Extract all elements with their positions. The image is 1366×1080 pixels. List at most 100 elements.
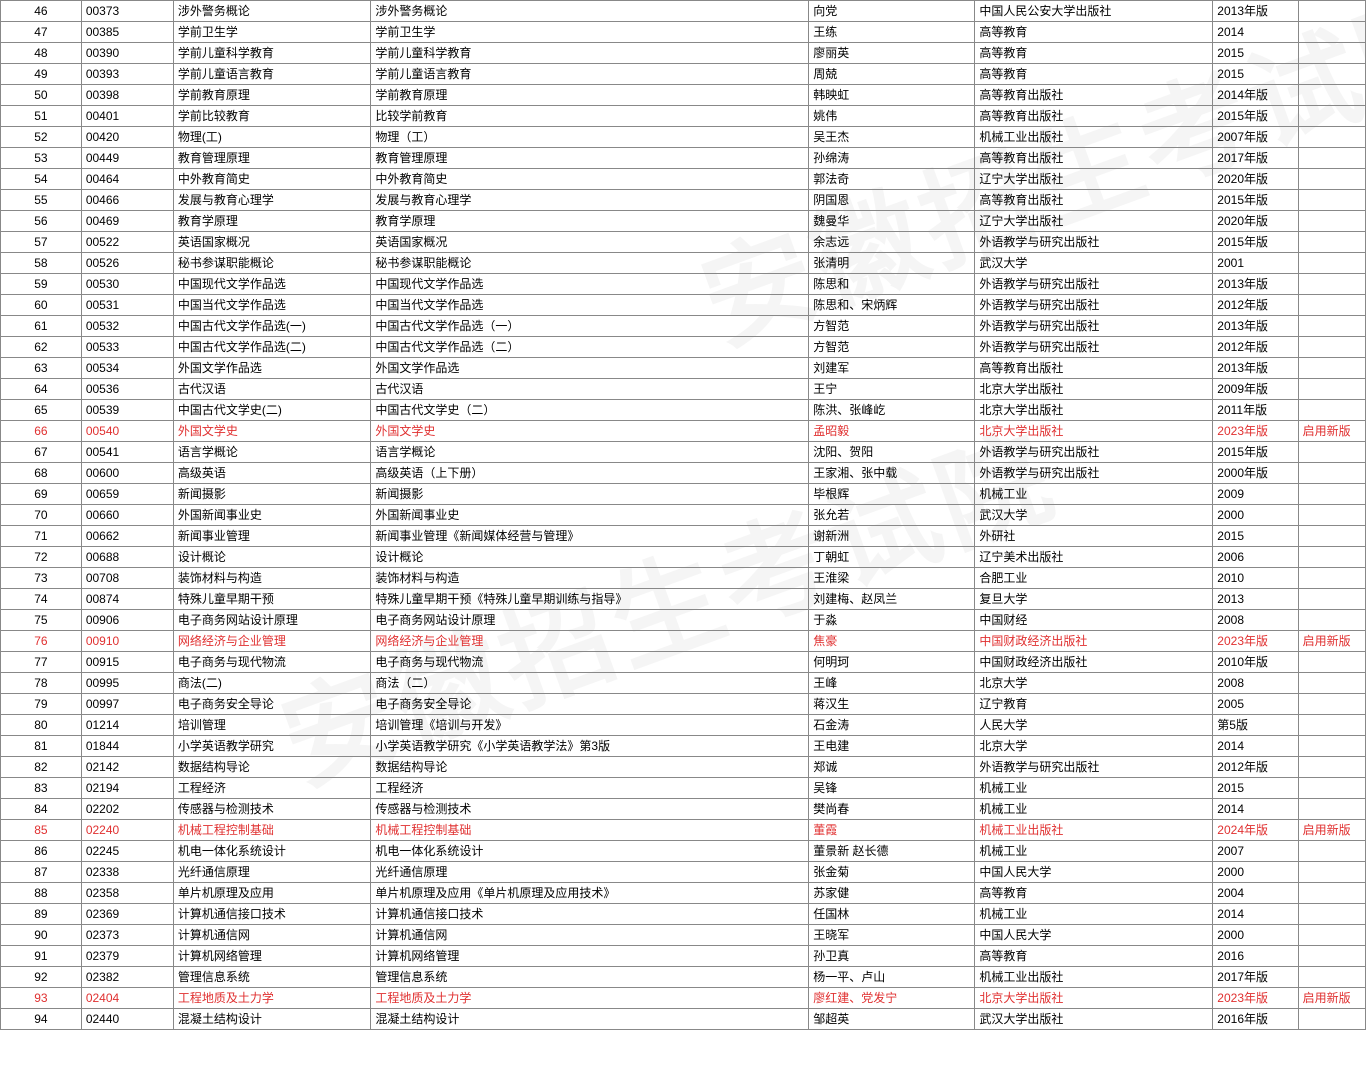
course-name: 商法(二) [173,673,371,694]
course-code: 00688 [81,547,173,568]
table-row: 7200688设计概论设计概论丁朝虹辽宁美术出版社2006 [1,547,1366,568]
row-index: 68 [1,463,82,484]
note [1298,43,1365,64]
publisher: 机械工业 [975,799,1213,820]
row-index: 55 [1,190,82,211]
row-index: 84 [1,799,82,820]
book-title: 教育管理原理 [371,148,809,169]
book-title: 电子商务网站设计原理 [371,610,809,631]
course-name: 学前教育原理 [173,85,371,106]
author: 王淮梁 [809,568,975,589]
note [1298,883,1365,904]
note [1298,736,1365,757]
publisher: 外语教学与研究出版社 [975,232,1213,253]
author: 陈洪、张峰屹 [809,400,975,421]
publisher: 辽宁美术出版社 [975,547,1213,568]
table-row: 5000398学前教育原理学前教育原理韩映虹高等教育出版社2014年版 [1,85,1366,106]
publisher: 高等教育 [975,22,1213,43]
course-name: 机电一体化系统设计 [173,841,371,862]
course-code: 02240 [81,820,173,841]
year: 2013年版 [1213,274,1298,295]
row-index: 92 [1,967,82,988]
row-index: 88 [1,883,82,904]
publisher: 机械工业出版社 [975,820,1213,841]
course-name: 发展与教育心理学 [173,190,371,211]
book-title: 新闻事业管理《新闻媒体经营与管理》 [371,526,809,547]
publisher: 高等教育出版社 [975,106,1213,127]
publisher: 北京大学出版社 [975,400,1213,421]
author: 阴国恩 [809,190,975,211]
course-code: 00708 [81,568,173,589]
course-name: 设计概论 [173,547,371,568]
table-row: 6800600高级英语高级英语（上下册）王家湘、张中载外语教学与研究出版社200… [1,463,1366,484]
table-row: 4700385学前卫生学学前卫生学王练高等教育2014 [1,22,1366,43]
table-row: 7700915电子商务与现代物流电子商务与现代物流何明珂中国财政经济出版社201… [1,652,1366,673]
author: 孟昭毅 [809,421,975,442]
note: 启用新版 [1298,631,1365,652]
course-name: 特殊儿童早期干预 [173,589,371,610]
publisher: 高等教育出版社 [975,148,1213,169]
year: 2012年版 [1213,295,1298,316]
table-row: 5600469教育学原理教育学原理魏曼华辽宁大学出版社2020年版 [1,211,1366,232]
note [1298,190,1365,211]
note [1298,1009,1365,1030]
author: 王宁 [809,379,975,400]
course-name: 涉外警务概论 [173,1,371,22]
row-index: 56 [1,211,82,232]
row-index: 47 [1,22,82,43]
row-index: 86 [1,841,82,862]
note [1298,169,1365,190]
book-title: 装饰材料与构造 [371,568,809,589]
course-code: 00997 [81,694,173,715]
course-name: 电子商务安全导论 [173,694,371,715]
publisher: 辽宁大学出版社 [975,211,1213,232]
row-index: 66 [1,421,82,442]
book-title: 中外教育简史 [371,169,809,190]
table-row: 7600910网络经济与企业管理网络经济与企业管理焦豪中国财政经济出版社2023… [1,631,1366,652]
table-row: 5100401学前比较教育比较学前教育姚伟高等教育出版社2015年版 [1,106,1366,127]
course-code: 00539 [81,400,173,421]
row-index: 89 [1,904,82,925]
row-index: 76 [1,631,82,652]
author: 王晓军 [809,925,975,946]
author: 陈思和 [809,274,975,295]
row-index: 50 [1,85,82,106]
publisher: 辽宁教育 [975,694,1213,715]
course-code: 00533 [81,337,173,358]
publisher: 外语教学与研究出版社 [975,337,1213,358]
book-title: 涉外警务概论 [371,1,809,22]
book-title: 机械工程控制基础 [371,820,809,841]
course-code: 02404 [81,988,173,1009]
year: 2020年版 [1213,211,1298,232]
row-index: 62 [1,337,82,358]
row-index: 65 [1,400,82,421]
book-title: 计算机通信接口技术 [371,904,809,925]
table-row: 8402202传感器与检测技术传感器与检测技术樊尚春机械工业2014 [1,799,1366,820]
course-code: 00522 [81,232,173,253]
course-code: 00526 [81,253,173,274]
publisher: 外语教学与研究出版社 [975,295,1213,316]
book-title: 传感器与检测技术 [371,799,809,820]
publisher: 外语教学与研究出版社 [975,442,1213,463]
author: 吴锋 [809,778,975,799]
note [1298,358,1365,379]
course-name: 培训管理 [173,715,371,736]
table-row: 5800526秘书参谋职能概论秘书参谋职能概论张清明武汉大学2001 [1,253,1366,274]
year: 2008 [1213,673,1298,694]
course-name: 装饰材料与构造 [173,568,371,589]
table-row: 6400536古代汉语古代汉语王宁北京大学出版社2009年版 [1,379,1366,400]
author: 苏家健 [809,883,975,904]
course-name: 高级英语 [173,463,371,484]
publisher: 中国人民大学 [975,862,1213,883]
year: 2001 [1213,253,1298,274]
author: 焦豪 [809,631,975,652]
course-name: 新闻摄影 [173,484,371,505]
course-name: 学前比较教育 [173,106,371,127]
publisher: 合肥工业 [975,568,1213,589]
table-row: 8202142数据结构导论数据结构导论郑诚外语教学与研究出版社2012年版 [1,757,1366,778]
year: 2016年版 [1213,1009,1298,1030]
row-index: 46 [1,1,82,22]
author: 余志远 [809,232,975,253]
row-index: 70 [1,505,82,526]
year: 2024年版 [1213,820,1298,841]
